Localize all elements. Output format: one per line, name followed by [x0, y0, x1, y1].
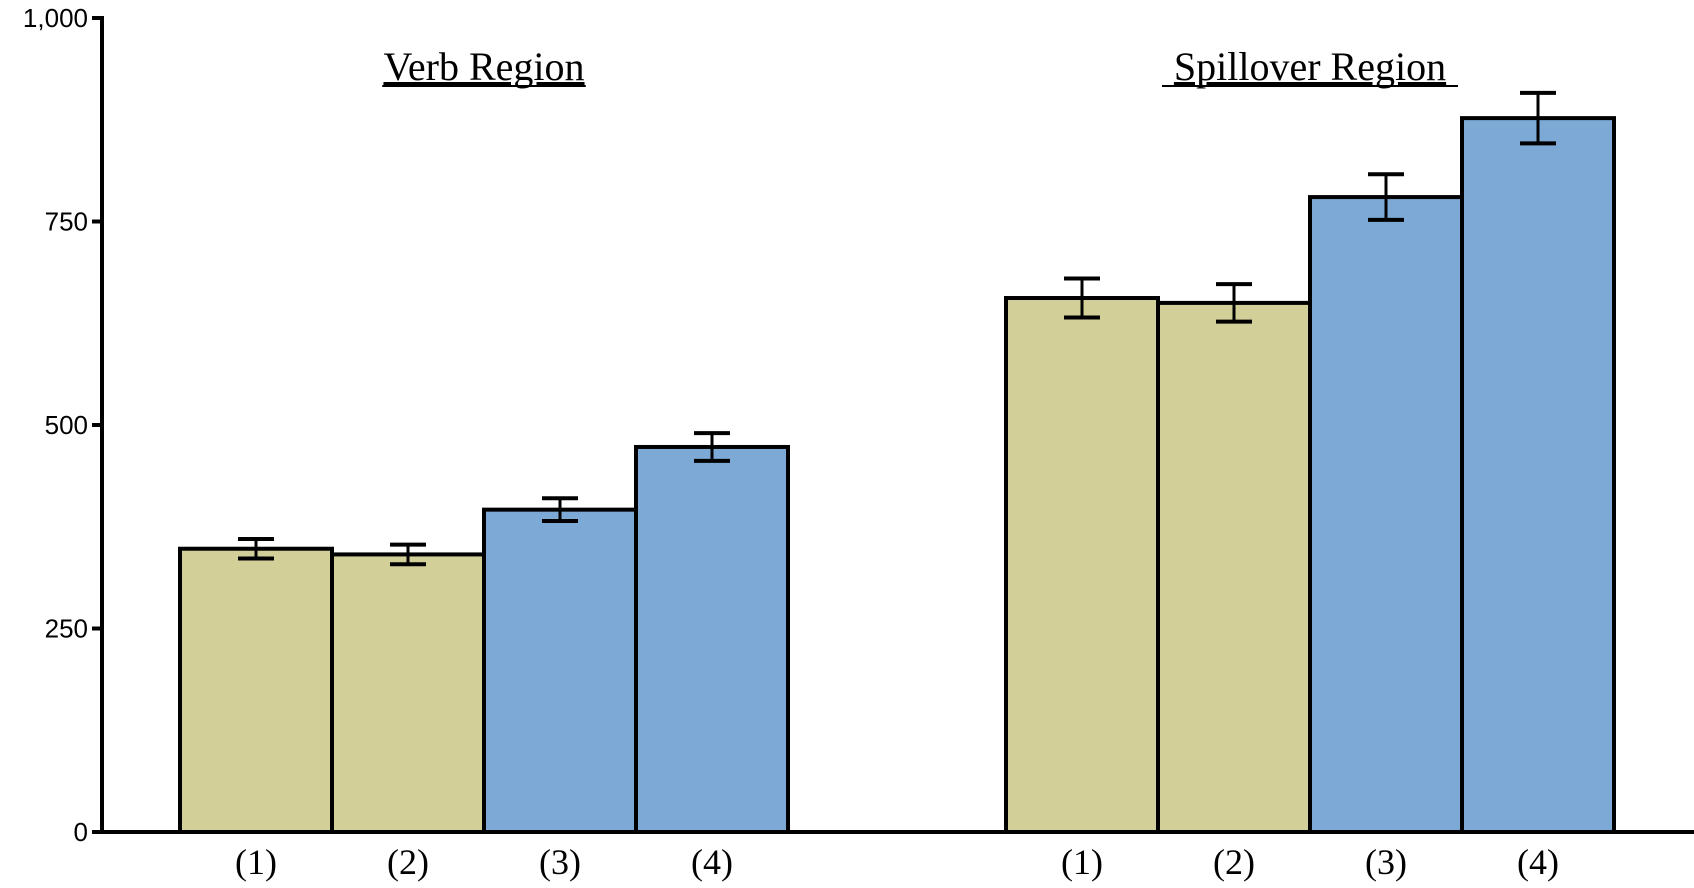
y-tick-label: 750	[45, 207, 88, 237]
category-label: (2)	[387, 842, 429, 882]
category-label: (4)	[1517, 842, 1559, 882]
y-tick-label: 500	[45, 410, 88, 440]
category-label: (1)	[235, 842, 277, 882]
group-title: Spillover Region	[1174, 44, 1446, 89]
y-tick-label: 250	[45, 614, 88, 644]
bar	[634, 444, 790, 834]
bar	[1308, 195, 1464, 834]
bar	[1004, 296, 1160, 834]
bar	[330, 552, 486, 835]
bar	[178, 546, 334, 835]
category-label: (2)	[1213, 842, 1255, 882]
bar	[1460, 116, 1616, 834]
y-tick-label: 0	[74, 817, 88, 847]
category-label: (1)	[1061, 842, 1103, 882]
category-label: (3)	[1365, 842, 1407, 882]
bar	[482, 507, 638, 834]
group-title: Verb Region	[383, 44, 584, 89]
bar	[1156, 300, 1312, 834]
category-label: (3)	[539, 842, 581, 882]
category-label: (4)	[691, 842, 733, 882]
y-tick-label: 1,000	[23, 3, 88, 33]
